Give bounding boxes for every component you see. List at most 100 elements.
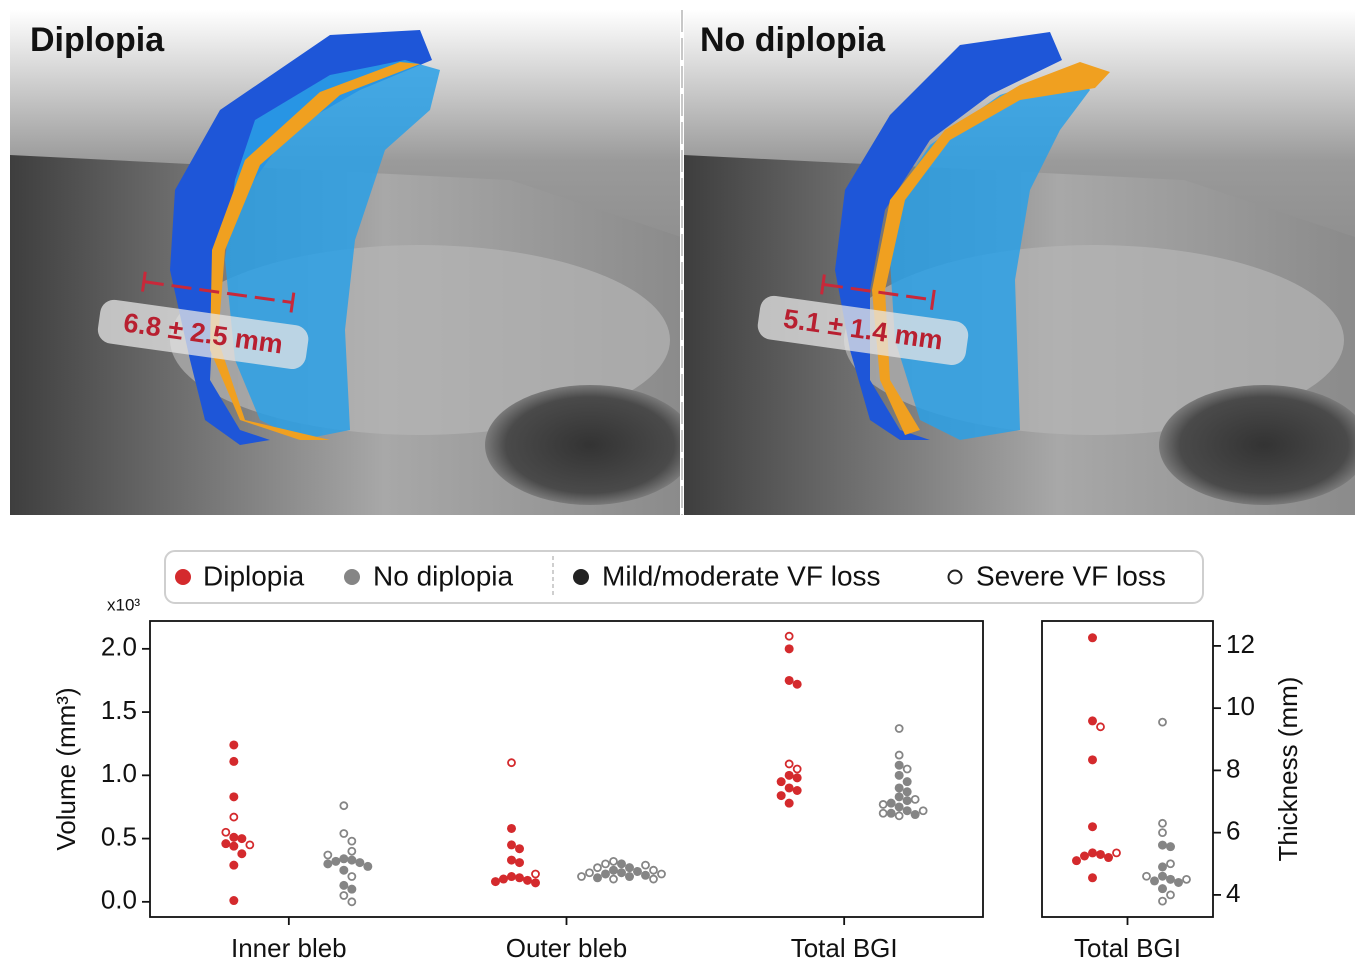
y-scale-label: x10³ — [107, 595, 140, 614]
data-point — [1166, 842, 1175, 851]
data-point — [246, 841, 253, 848]
data-point — [1183, 876, 1190, 883]
plot-frame — [1042, 621, 1213, 917]
render-diplopia — [10, 10, 695, 515]
data-point — [237, 849, 246, 858]
data-point — [1159, 820, 1166, 827]
data-point — [610, 858, 617, 865]
data-point — [515, 873, 524, 882]
page: Diplopia No diplopia 6.8 ± 2.5 mm 5.1 ± … — [0, 0, 1356, 964]
data-point — [650, 867, 657, 874]
data-point — [1174, 878, 1183, 887]
y-tick-label: 1.5 — [101, 695, 137, 725]
data-point — [237, 834, 246, 843]
data-point — [1113, 849, 1120, 856]
data-point — [347, 856, 356, 865]
data-point — [912, 796, 919, 803]
data-point — [911, 810, 920, 819]
data-point — [507, 840, 516, 849]
data-point — [1143, 873, 1150, 880]
data-point — [880, 801, 887, 808]
x-tick-label: Total BGI — [791, 933, 898, 963]
data-point — [340, 892, 347, 899]
data-point — [785, 644, 794, 653]
data-point — [586, 869, 593, 876]
data-point — [903, 777, 912, 786]
x-tick-label: Total BGI — [1074, 933, 1181, 963]
data-point — [793, 773, 802, 782]
render-no-diplopia — [684, 10, 1356, 515]
legend-marker — [573, 569, 589, 585]
data-point — [785, 799, 794, 808]
data-point — [650, 876, 657, 883]
data-point — [601, 869, 610, 878]
y-axis-label: Volume (mm³) — [51, 687, 81, 850]
data-point — [508, 759, 515, 766]
data-point — [1080, 851, 1089, 860]
data-point — [1150, 876, 1159, 885]
legend-label: Mild/moderate VF loss — [602, 560, 881, 591]
data-point — [515, 844, 524, 853]
data-point — [1158, 872, 1167, 881]
data-point — [507, 824, 516, 833]
y-axis-label: Thickness (mm) — [1273, 677, 1303, 862]
data-point — [348, 838, 355, 845]
y-tick-label: 4 — [1226, 878, 1240, 908]
data-point — [786, 760, 793, 767]
data-point — [499, 875, 508, 884]
data-point — [331, 857, 340, 866]
data-point — [1088, 873, 1097, 882]
data-point — [507, 872, 516, 881]
data-point — [786, 633, 793, 640]
x-tick-label: Outer bleb — [506, 933, 627, 963]
data-point — [794, 766, 801, 773]
data-point — [1097, 723, 1104, 730]
data-point — [785, 676, 794, 685]
data-point — [1158, 884, 1167, 893]
data-point — [229, 757, 238, 766]
data-point — [230, 814, 237, 821]
data-point — [347, 885, 356, 894]
data-point — [348, 873, 355, 880]
data-point — [633, 867, 642, 876]
data-point — [895, 771, 904, 780]
data-point — [895, 802, 904, 811]
data-point — [642, 862, 649, 869]
data-point — [1166, 875, 1175, 884]
data-point — [609, 866, 618, 875]
data-point — [323, 859, 332, 868]
data-point — [903, 796, 912, 805]
data-point — [324, 852, 331, 859]
data-point — [887, 809, 896, 818]
data-point — [896, 725, 903, 732]
data-point — [1159, 898, 1166, 905]
data-point — [339, 854, 348, 863]
data-point — [895, 792, 904, 801]
data-point — [610, 876, 617, 883]
data-point — [348, 898, 355, 905]
data-point — [895, 783, 904, 792]
data-point — [363, 862, 372, 871]
panel-title: Diplopia — [30, 21, 165, 59]
data-point — [880, 810, 887, 817]
data-point — [515, 858, 524, 867]
data-point — [602, 860, 609, 867]
data-point — [229, 896, 238, 905]
data-point — [229, 792, 238, 801]
legend-marker — [949, 571, 962, 584]
data-point — [229, 740, 238, 749]
x-tick-label: Inner bleb — [231, 933, 347, 963]
data-point — [1167, 860, 1174, 867]
data-point — [229, 842, 238, 851]
data-point — [1088, 822, 1097, 831]
data-point — [229, 833, 238, 842]
data-point — [340, 830, 347, 837]
data-point — [1072, 856, 1081, 865]
y-tick-label: 1.0 — [101, 758, 137, 788]
data-point — [904, 766, 911, 773]
legend-label: Severe VF loss — [976, 560, 1166, 591]
plot-frame — [150, 621, 983, 917]
y-tick-label: 8 — [1226, 753, 1240, 783]
data-point — [1159, 829, 1166, 836]
